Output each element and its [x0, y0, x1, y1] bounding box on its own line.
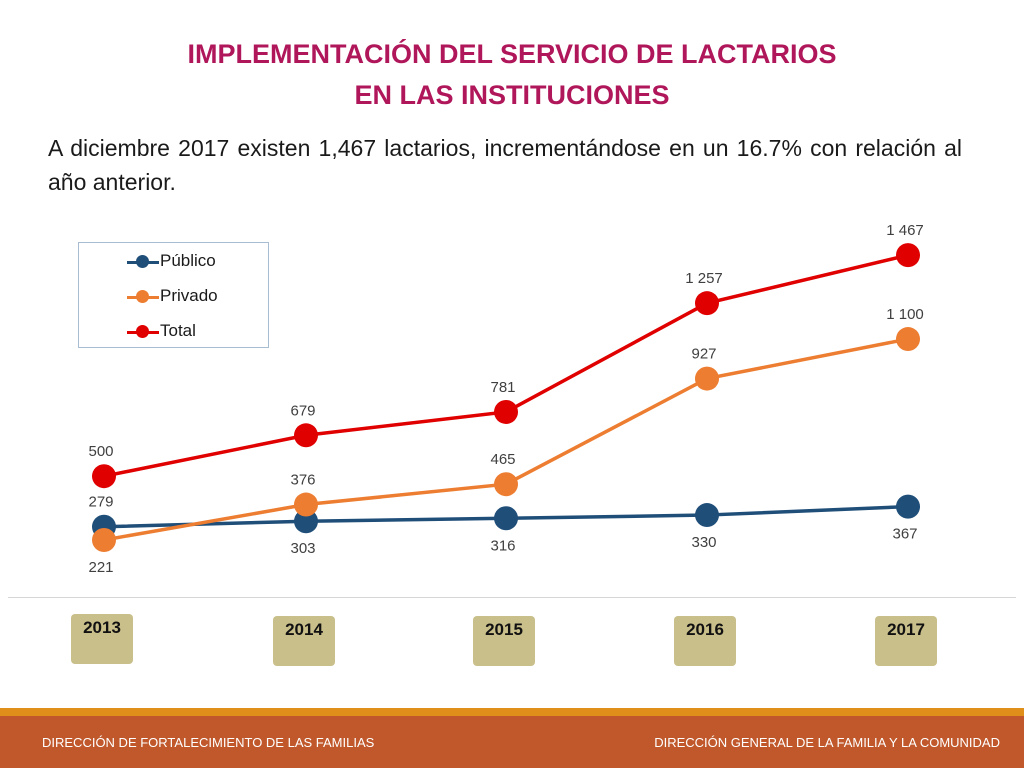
data-label-total: 1 257: [685, 270, 723, 287]
data-point-total: [896, 243, 920, 268]
data-point-privado: [494, 472, 518, 497]
data-label-pblico: 316: [490, 537, 515, 554]
year-label-2013: 2013: [71, 614, 133, 664]
data-label-pblico: 279: [88, 494, 113, 511]
legend-marker-pblico: [136, 255, 149, 268]
year-label-2016: 2016: [674, 616, 736, 666]
data-point-total: [92, 464, 116, 489]
year-label-2015: 2015: [473, 616, 535, 666]
legend-label-privado: Privado: [160, 286, 218, 305]
data-label-pblico: 367: [892, 526, 917, 543]
line-chart: 279 303 316 330 367 221 376 465 927 1 100 500 679 78…: [88, 222, 924, 576]
data-point-pblico: [695, 503, 719, 528]
data-label-privado: 1 100: [886, 306, 924, 323]
data-point-privado: [896, 327, 920, 352]
data-label-total: 1 467: [886, 222, 924, 239]
data-label-privado: 927: [691, 346, 716, 363]
data-point-pblico: [294, 509, 318, 534]
data-label-privado: 465: [490, 451, 515, 468]
data-label-privado: 376: [290, 472, 315, 489]
year-label-2017: 2017: [875, 616, 937, 666]
data-point-total: [695, 291, 719, 316]
data-label-pblico: 303: [290, 540, 315, 557]
legend-marker-privado: [136, 290, 149, 303]
chart-legend: Público Privado Total: [78, 242, 269, 348]
footer-accent-stripe: [0, 708, 1024, 716]
year-label-2014: 2014: [273, 616, 335, 666]
footer-right-text: DIRECCIÓN GENERAL DE LA FAMILIA Y LA COM…: [654, 735, 1000, 750]
footer-bar: DIRECCIÓN DE FORTALECIMIENTO DE LAS FAMI…: [0, 708, 1024, 768]
page-title: IMPLEMENTACIÓN DEL SERVICIO DE LACTARIOS…: [0, 34, 1024, 116]
data-point-pblico: [494, 506, 518, 531]
legend-entry-privado: Privado: [79, 286, 268, 306]
legend-entry-total: Total: [79, 321, 268, 341]
data-label-total: 781: [490, 379, 515, 396]
title-line-2: EN LAS INSTITUCIONES: [354, 80, 670, 110]
legend-entry-pblico: Público: [79, 251, 268, 271]
data-point-privado: [294, 492, 318, 517]
data-label-total: 500: [88, 443, 113, 460]
footer-left-text: DIRECCIÓN DE FORTALECIMIENTO DE LAS FAMI…: [42, 735, 375, 750]
data-point-total: [494, 399, 518, 424]
data-point-total: [294, 423, 318, 448]
data-point-privado: [92, 527, 116, 552]
data-label-total: 679: [290, 402, 315, 419]
legend-label-total: Total: [160, 321, 196, 340]
data-label-privado: 221: [88, 559, 113, 576]
title-line-1: IMPLEMENTACIÓN DEL SERVICIO DE LACTARIOS: [187, 39, 837, 69]
legend-label-pblico: Público: [160, 251, 216, 270]
data-point-privado: [695, 366, 719, 391]
summary-text: A diciembre 2017 existen 1,467 lactarios…: [48, 135, 962, 195]
data-point-pblico: [896, 494, 920, 519]
legend-marker-total: [136, 325, 149, 338]
chart-baseline: [8, 597, 1016, 598]
data-label-pblico: 330: [691, 534, 716, 551]
